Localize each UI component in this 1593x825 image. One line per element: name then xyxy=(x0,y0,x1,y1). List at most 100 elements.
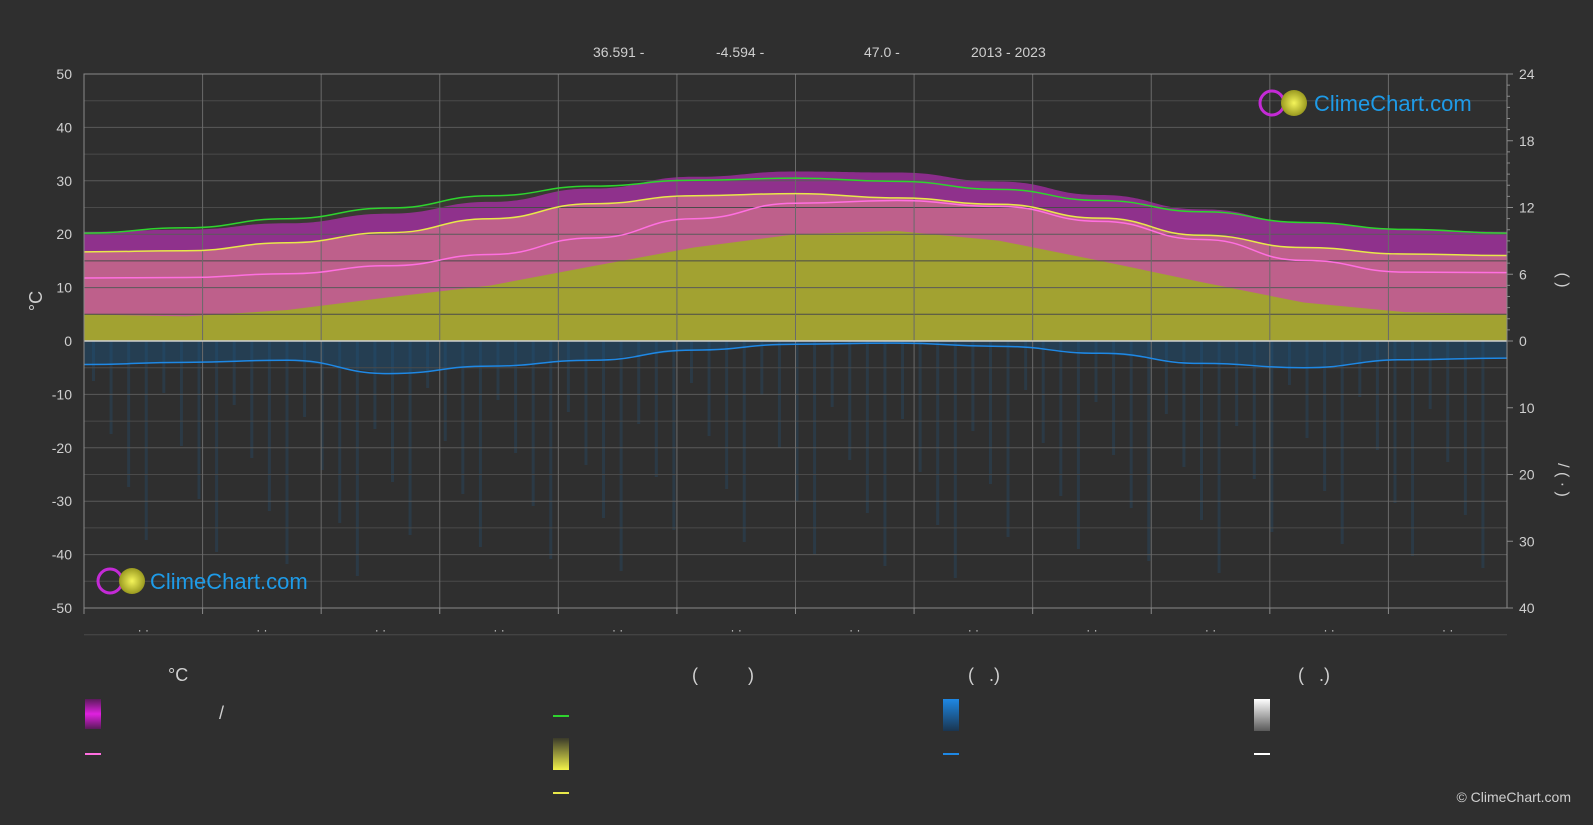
x-tick-label: · · xyxy=(968,623,979,637)
precip-streak xyxy=(232,341,236,405)
y-tick-label: 10 xyxy=(56,280,72,296)
y-tick-label: -30 xyxy=(52,493,72,509)
precip-streak xyxy=(1340,341,1344,544)
precip-streak xyxy=(144,341,148,540)
legend-snow-line xyxy=(1254,753,1270,755)
precip-streak xyxy=(320,341,324,470)
x-tick-label: · · xyxy=(731,623,742,637)
x-tick-label: · · xyxy=(138,623,149,637)
precip-streak xyxy=(1164,341,1168,414)
precip-streak xyxy=(1428,341,1432,409)
copyright: © ClimeChart.com xyxy=(1456,789,1571,805)
precip-streak xyxy=(953,341,957,578)
precip-streak xyxy=(1411,341,1415,556)
daylight-line xyxy=(83,177,1508,234)
right-tick-label: 20 xyxy=(1519,467,1535,483)
precip-streak xyxy=(250,341,254,458)
legend-sunshine-swatch xyxy=(553,738,569,770)
y-tick-label: -20 xyxy=(52,440,72,456)
right-tick-label: 40 xyxy=(1519,600,1535,616)
precip-streak xyxy=(1217,341,1221,573)
right-tick-label: 18 xyxy=(1519,133,1535,149)
y-tick-label: 50 xyxy=(56,66,72,82)
precip-streak xyxy=(1375,341,1379,450)
precip-streak xyxy=(1323,341,1327,491)
precip-streak xyxy=(830,341,834,407)
right-tick-label: 24 xyxy=(1519,66,1535,82)
precip-streak xyxy=(267,341,271,511)
precip-streak xyxy=(725,341,729,489)
legend-snow-swatch xyxy=(1254,699,1270,731)
x-tick-label: · · xyxy=(1442,623,1453,637)
precip-streak xyxy=(162,341,166,393)
precip-streak xyxy=(1094,341,1098,402)
legend-sunshine-line xyxy=(553,792,569,794)
latitude-text: 36.591 - xyxy=(593,44,645,60)
precip-streak xyxy=(338,341,342,523)
legend-rain-title: ( .) xyxy=(968,665,1000,685)
precip-streak xyxy=(355,341,359,576)
legend-rain-swatch xyxy=(943,699,959,731)
x-tick-label: · · xyxy=(375,623,386,637)
precip-streak xyxy=(285,341,289,564)
precip-streak xyxy=(127,341,131,487)
sunshine-line xyxy=(83,192,1508,257)
legend-temp-title: °C xyxy=(168,665,189,685)
precip-streak xyxy=(1270,341,1274,532)
precip-streak xyxy=(1481,341,1485,568)
y-tick-label: 30 xyxy=(56,173,72,189)
precip-streak xyxy=(197,341,201,499)
precip-streak xyxy=(971,341,975,431)
precip-streak xyxy=(1129,341,1133,508)
precip-streak xyxy=(566,341,570,412)
precip-streak xyxy=(408,341,412,535)
logo-text: ClimeChart.com xyxy=(1314,91,1472,116)
legend-sun-title: ( ) xyxy=(692,665,754,685)
precip-streak xyxy=(478,341,482,547)
precip-streak xyxy=(672,341,676,530)
precip-streak xyxy=(496,341,500,400)
precip-streak xyxy=(901,341,905,419)
precip-streak xyxy=(1235,341,1239,426)
right-tick-label: 6 xyxy=(1519,266,1527,282)
precip-streak xyxy=(92,341,95,381)
precip-streak xyxy=(1041,341,1045,443)
precip-streak xyxy=(373,341,377,429)
precip-streak xyxy=(584,341,588,465)
precip-streak xyxy=(514,341,518,453)
precip-streak xyxy=(1006,341,1010,537)
precip-streak xyxy=(707,341,711,436)
logo-icon xyxy=(1258,89,1307,117)
precip-streak xyxy=(883,341,887,566)
x-tick-label: · · xyxy=(1323,623,1334,637)
precip-streak xyxy=(426,341,430,388)
precip-streak xyxy=(109,341,113,434)
legend-mean-temp-line xyxy=(85,753,101,755)
precip-streak xyxy=(303,341,307,417)
precip-streak xyxy=(390,341,394,482)
precip-streak xyxy=(531,341,535,506)
precip-streak xyxy=(215,341,219,552)
precip-streak xyxy=(443,341,447,441)
precip-streak xyxy=(1112,341,1116,455)
precip-streak xyxy=(1252,341,1256,479)
year-range-text: 2013 - 2023 xyxy=(971,44,1046,60)
legend-rain-line xyxy=(943,753,959,755)
x-tick-label: · · xyxy=(1205,623,1216,637)
right-tick-label: 0 xyxy=(1519,333,1527,349)
precip-streak xyxy=(461,341,465,494)
precip-streak xyxy=(1059,341,1063,496)
precip-streak xyxy=(689,341,693,383)
legend-slash: / xyxy=(219,703,225,723)
y-axis-label: °C xyxy=(26,291,46,311)
y-tick-label: 40 xyxy=(56,119,72,135)
legend-snow-title: ( .) xyxy=(1298,665,1330,685)
precip-streak xyxy=(1358,341,1362,397)
legend-daylight-line xyxy=(553,715,569,717)
x-tick-label: · · xyxy=(849,623,860,637)
precip-streak xyxy=(918,341,922,472)
logo-text: ClimeChart.com xyxy=(150,569,308,594)
right-tick-label: 10 xyxy=(1519,400,1535,416)
precip-streak xyxy=(602,341,606,518)
